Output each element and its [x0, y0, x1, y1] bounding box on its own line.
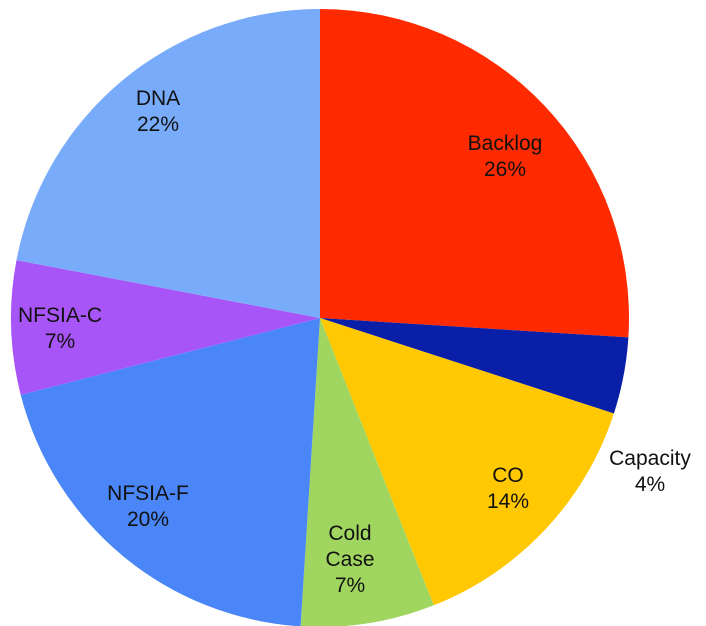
- slice-label-line: Case: [325, 548, 374, 571]
- slice-value-label: 7%: [45, 330, 75, 353]
- pie-slice: [16, 9, 321, 318]
- slice-label: NFSIA-C: [18, 304, 102, 327]
- slice-value-label: 20%: [127, 508, 169, 531]
- slice-value-label: 7%: [335, 574, 365, 597]
- slice-label: Cold Case: [325, 522, 374, 571]
- slice-label: Backlog: [468, 132, 543, 155]
- pie-slice: [320, 9, 629, 338]
- slice-label: CO: [492, 464, 524, 487]
- slice-label: DNA: [136, 87, 180, 110]
- slice-value-label: 22%: [137, 113, 179, 136]
- pie-slice: [300, 318, 434, 626]
- pie-slice: [320, 318, 614, 606]
- slice-label-line: Cold: [328, 522, 371, 545]
- pie-slice: [10, 260, 321, 395]
- slice-value-label: 26%: [484, 158, 526, 181]
- pie-slice: [20, 318, 320, 626]
- slice-label: Capacity: [609, 447, 691, 470]
- slice-value-label: 14%: [487, 490, 529, 513]
- slice-label: NFSIA-F: [107, 482, 189, 505]
- slice-value-label: 4%: [635, 473, 665, 496]
- pie-slice: [320, 318, 629, 414]
